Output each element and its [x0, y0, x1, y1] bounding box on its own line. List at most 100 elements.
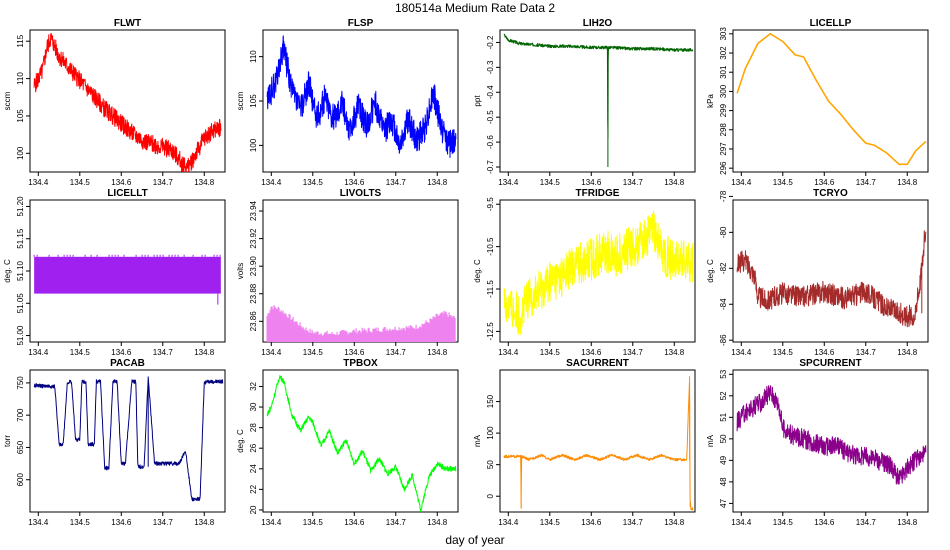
x-tick-label: 134.8 — [664, 518, 685, 527]
panel-flwt: FLWT sccm 134.4 134.5 134.6 134.7 134.8 100 105 1… — [3, 18, 226, 187]
y-tick-label: 32 — [249, 381, 258, 390]
series-line — [736, 33, 927, 166]
y-tick-label: 53 — [719, 369, 728, 378]
x-tick-label: 134.4 — [261, 518, 282, 527]
x-tick-label: 134.8 — [664, 178, 685, 187]
y-tick-label: -0.4 — [486, 85, 495, 99]
x-tick-label: 134.7 — [623, 178, 644, 187]
x-tick-label: 134.5 — [70, 518, 91, 527]
y-tick-label: 0 — [486, 493, 495, 498]
y-tick-label: 49 — [719, 455, 728, 464]
x-tick-label: 134.7 — [153, 178, 174, 187]
y-tick-label: 302 — [719, 46, 728, 60]
panel-title: FLWT — [114, 18, 141, 29]
y-tick-label: 700 — [16, 408, 25, 422]
panel-title: FLSP — [348, 18, 374, 29]
x-tick-label: 134.7 — [623, 518, 644, 527]
y-tick-label: 23.94 — [249, 200, 258, 221]
y-tick-label: 115 — [16, 34, 25, 47]
y-axis-label: volts — [236, 263, 245, 279]
x-tick-label: 134.4 — [498, 348, 519, 357]
x-tick-label: 134.4 — [261, 178, 282, 187]
plot-frame — [499, 369, 696, 513]
x-tick-label: 134.8 — [427, 348, 448, 357]
y-tick-label: 299 — [719, 103, 728, 117]
y-tick-label: 296 — [719, 161, 728, 175]
series-line — [266, 35, 457, 158]
y-tick-label: -0.7 — [486, 160, 495, 174]
x-tick-label: 134.6 — [111, 518, 132, 527]
x-tick-label: 134.4 — [261, 348, 282, 357]
y-tick-label: 28 — [249, 423, 258, 432]
y-tick-label: -9.5 — [486, 197, 495, 211]
panel-title: LIVOLTS — [340, 188, 382, 199]
y-tick-label: -84 — [719, 298, 728, 310]
y-tick-label: 51.05 — [16, 293, 25, 314]
y-tick-label: -0.3 — [486, 60, 495, 74]
x-tick-label: 134.5 — [540, 178, 561, 187]
y-tick-label: -12.5 — [486, 322, 495, 341]
y-tick-label: 51.15 — [16, 228, 25, 249]
x-tick-label: 134.7 — [386, 518, 407, 527]
plot-frame — [732, 29, 929, 173]
x-tick-label: 134.6 — [581, 518, 602, 527]
y-tick-label: 51.00 — [16, 325, 25, 346]
x-tick-label: 134.7 — [386, 178, 407, 187]
plot-frame — [29, 29, 226, 173]
panel-pacab: PACAB torr 134.4 134.5 134.6 134.7 134.8 600 650… — [3, 358, 226, 527]
plot-frame — [499, 199, 696, 343]
x-tick-label: 134.6 — [344, 348, 365, 357]
y-tick-label: 650 — [16, 440, 25, 454]
x-tick-label: 134.5 — [70, 178, 91, 187]
y-axis-label: deg. C — [473, 259, 482, 283]
x-tick-label: 134.8 — [427, 518, 448, 527]
y-axis-label: deg. C — [706, 259, 715, 283]
panel-title: SACURRENT — [566, 358, 629, 369]
y-axis-label: deg. C — [3, 259, 12, 283]
y-tick-label: -0.2 — [486, 35, 495, 49]
y-tick-label: 150 — [486, 394, 495, 408]
y-tick-label: 51.20 — [16, 196, 25, 217]
plot-frame — [732, 369, 929, 513]
y-tick-label: 48 — [719, 477, 728, 486]
y-tick-label: 750 — [16, 376, 25, 390]
plot-frame — [499, 29, 696, 173]
y-tick-label: 26 — [249, 443, 258, 452]
x-tick-label: 134.5 — [70, 348, 91, 357]
y-tick-label: -10.5 — [486, 237, 495, 256]
y-axis-label: torr — [3, 435, 12, 447]
x-tick-label: 134.8 — [897, 178, 918, 187]
series-line — [503, 33, 694, 167]
panel-livolts: LIVOLTS volts 134.4 134.5 134.6 134.7 134.8 23.… — [236, 188, 459, 357]
x-tick-label: 134.8 — [194, 178, 215, 187]
y-tick-label: 105 — [249, 94, 258, 108]
y-axis-label: ppt — [473, 95, 482, 107]
x-tick-label: 134.8 — [427, 178, 448, 187]
x-tick-label: 134.7 — [856, 518, 877, 527]
panel-flsp: FLSP sccm 134.4 134.5 134.6 134.7 134.8 100 105 1… — [236, 18, 459, 187]
x-tick-label: 134.4 — [731, 178, 752, 187]
x-tick-label: 134.4 — [498, 518, 519, 527]
y-tick-label: 298 — [719, 123, 728, 137]
series-line — [503, 210, 694, 336]
panels: FLWT sccm 134.4 134.5 134.6 134.7 134.8 100 105 1… — [3, 18, 929, 527]
y-tick-label: -80 — [719, 226, 728, 238]
panel-licellt: LICELLT deg. C 134.4 134.5 134.6 134.7 134.8 51… — [3, 188, 226, 357]
y-tick-label: 47 — [719, 498, 728, 507]
x-tick-label: 134.8 — [194, 518, 215, 527]
y-tick-label: 301 — [719, 65, 728, 79]
y-tick-label: -0.5 — [486, 110, 495, 124]
y-tick-label: 100 — [249, 138, 258, 152]
y-axis-label: kPa — [706, 94, 715, 108]
y-tick-label: 23.86 — [249, 311, 258, 332]
x-tick-label: 134.5 — [303, 178, 324, 187]
panel-tfridge: TFRIDGE deg. C 134.4 134.5 134.6 134.7 134.8 -1… — [473, 188, 696, 357]
x-tick-label: 134.6 — [344, 178, 365, 187]
series-line — [736, 385, 927, 485]
y-tick-label: -86 — [719, 334, 728, 346]
panel-licellp: LICELLP kPa 134.4 134.5 134.6 134.7 134.8 296 29… — [706, 18, 929, 187]
y-tick-label: 51.10 — [16, 260, 25, 281]
y-tick-label: 50 — [719, 434, 728, 443]
y-tick-label: -78 — [719, 190, 728, 202]
